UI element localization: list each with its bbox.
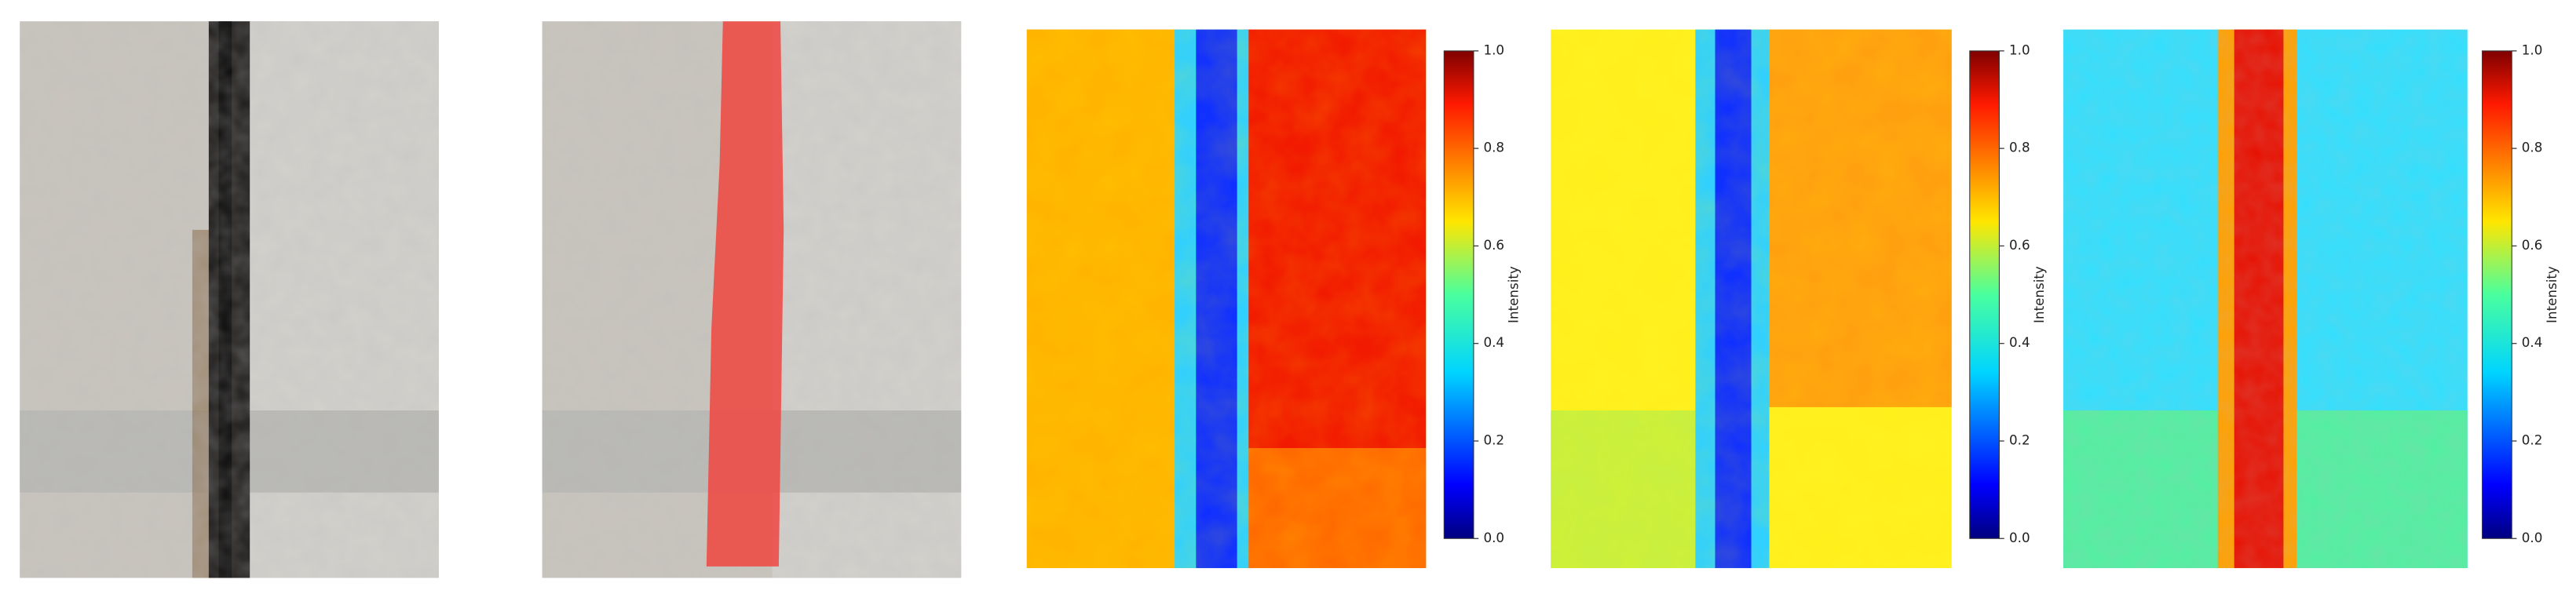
tick-label: 0.8 bbox=[1483, 140, 1504, 155]
tick-label: 0.0 bbox=[2009, 530, 2030, 545]
tick-label: 0.4 bbox=[2009, 334, 2030, 350]
tick-label: 0.8 bbox=[2009, 140, 2030, 155]
tick-label: 1.0 bbox=[2522, 42, 2543, 57]
segmentation-overlay bbox=[542, 21, 962, 578]
tick-label: 1.0 bbox=[1483, 42, 1504, 57]
colorbar bbox=[1443, 50, 1474, 539]
tick-label: 0.8 bbox=[2522, 140, 2543, 155]
colorbar-label: Intensity bbox=[1506, 266, 1522, 323]
tick-label: 0.4 bbox=[1483, 334, 1504, 350]
tick-label: 0.2 bbox=[2522, 432, 2543, 447]
photo bbox=[20, 21, 439, 578]
colorbar bbox=[1969, 50, 2000, 539]
tick-label: 1.0 bbox=[2009, 42, 2030, 57]
tick-label: 0.0 bbox=[1483, 530, 1504, 545]
tick-label: 0.4 bbox=[2522, 334, 2543, 350]
colorbar-label: Intensity bbox=[2031, 266, 2047, 323]
heatmap bbox=[2063, 29, 2468, 568]
colorbar-label: Intensity bbox=[2544, 266, 2560, 323]
heatmap bbox=[1026, 29, 1427, 568]
tick-label: 0.2 bbox=[1483, 432, 1504, 447]
tick-label: 0.6 bbox=[2009, 237, 2030, 253]
tick-label: 0.6 bbox=[1483, 237, 1504, 253]
tick-label: 0.2 bbox=[2009, 432, 2030, 447]
tick-label: 0.0 bbox=[2522, 530, 2543, 545]
colorbar bbox=[2482, 50, 2512, 539]
heatmap bbox=[1551, 29, 1952, 568]
tick-label: 0.6 bbox=[2522, 237, 2543, 253]
